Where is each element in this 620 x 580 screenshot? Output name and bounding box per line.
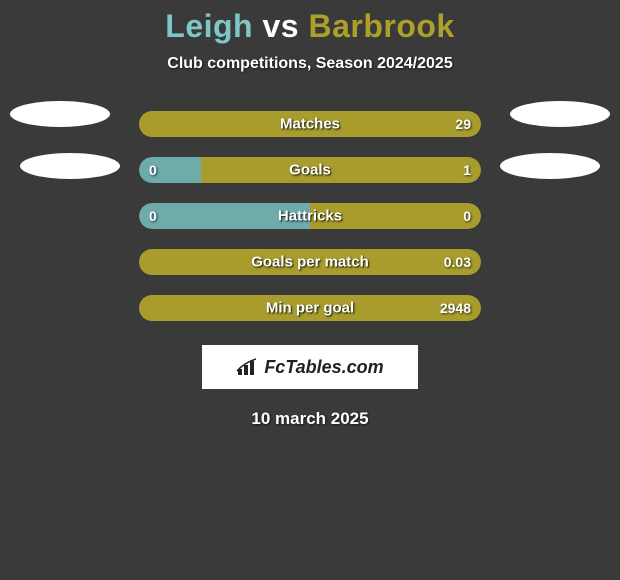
stat-bar: Hattricks 0 0: [139, 203, 481, 229]
title-vs: vs: [262, 8, 299, 44]
stat-value-right: 1: [463, 162, 471, 178]
stat-label: Goals: [289, 162, 331, 179]
stat-label: Goals per match: [251, 254, 369, 271]
stat-bar: Min per goal 2948: [139, 295, 481, 321]
logo-text: FcTables.com: [264, 357, 383, 378]
page-title: Leigh vs Barbrook: [0, 8, 620, 45]
stat-value-right: 0.03: [444, 254, 471, 270]
stat-row: Goals 0 1: [0, 147, 620, 193]
stat-label: Matches: [280, 116, 340, 133]
stat-label: Min per goal: [266, 300, 354, 317]
comparison-card: Leigh vs Barbrook Club competitions, Sea…: [0, 0, 620, 429]
player1-name: Leigh: [165, 8, 253, 44]
stat-value-left: 0: [149, 208, 157, 224]
stat-value-right: 0: [463, 208, 471, 224]
stat-row: Goals per match 0.03: [0, 239, 620, 285]
stat-rows: Matches 29 Goals 0 1 Hattricks 0 0 Goals per mat…: [0, 101, 620, 331]
subtitle: Club competitions, Season 2024/2025: [0, 55, 620, 73]
stat-value-right: 29: [455, 116, 471, 132]
stat-bar: Matches 29: [139, 111, 481, 137]
player2-name: Barbrook: [308, 8, 454, 44]
stat-row: Hattricks 0 0: [0, 193, 620, 239]
bar-chart-icon: [236, 357, 260, 377]
stat-value-right: 2948: [440, 300, 471, 316]
stat-label: Hattricks: [278, 208, 342, 225]
stat-bar: Goals 0 1: [139, 157, 481, 183]
logo-box: FcTables.com: [202, 345, 418, 389]
stat-row: Matches 29: [0, 101, 620, 147]
stat-value-left: 0: [149, 162, 157, 178]
comparison-area: Matches 29 Goals 0 1 Hattricks 0 0 Goals per mat…: [0, 101, 620, 331]
date-label: 10 march 2025: [0, 409, 620, 429]
stat-bar-right: [201, 157, 481, 183]
stat-bar: Goals per match 0.03: [139, 249, 481, 275]
stat-row: Min per goal 2948: [0, 285, 620, 331]
